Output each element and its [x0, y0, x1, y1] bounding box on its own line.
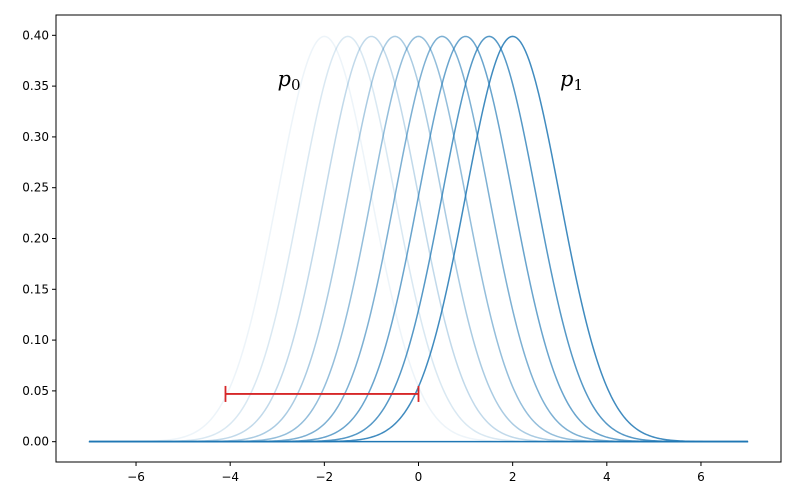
x-tick-label: −2: [315, 470, 333, 484]
y-tick-label: 0.15: [22, 282, 49, 296]
series-line-2: [88, 35, 749, 443]
annotation-p1: p1: [560, 67, 583, 94]
y-tick-label: 0.00: [22, 435, 49, 449]
y-tick-label: 0.35: [22, 79, 49, 93]
x-tick-label: 2: [509, 470, 517, 484]
series-line-6: [88, 35, 749, 443]
y-tick-label: 0.25: [22, 181, 49, 195]
x-tick-label: 4: [603, 470, 611, 484]
axes: −6 −4 −2 0 2 4 6 0.00 0.05 0.10 0.15 0.20 0.25 0.30 0.…: [22, 14, 782, 484]
series-line-3: [88, 35, 749, 443]
y-tick-label: 0.40: [22, 28, 49, 42]
plot-area: [88, 35, 749, 443]
x-tick-label: −4: [221, 470, 239, 484]
series-line-0: [88, 35, 749, 443]
y-tick-label: 0.05: [22, 384, 49, 398]
series-line-7: [88, 35, 749, 443]
series-line-5: [88, 35, 749, 443]
annotations: p0 p1: [278, 67, 583, 94]
x-tick-label: 6: [697, 470, 705, 484]
series-line-4: [88, 35, 749, 443]
x-tick-label: 0: [415, 470, 423, 484]
annotation-p0: p0: [278, 67, 301, 94]
series-line-8: [88, 35, 749, 443]
y-tick-label: 0.20: [22, 232, 49, 246]
x-tick-label: −6: [127, 470, 145, 484]
y-tick-label: 0.10: [22, 333, 49, 347]
y-tick-label: 0.30: [22, 130, 49, 144]
series-line-1: [88, 35, 749, 443]
